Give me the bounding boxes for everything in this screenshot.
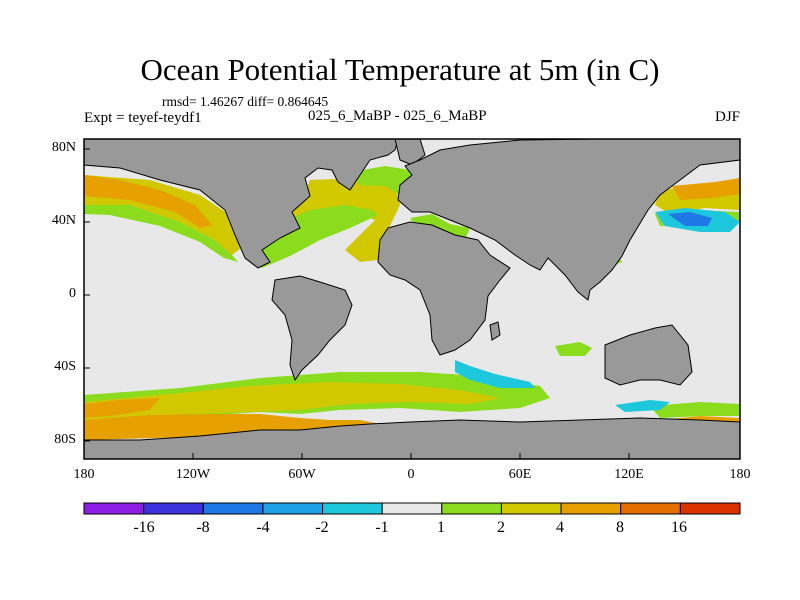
colorbar-box bbox=[83, 502, 145, 515]
colorbar-label: 1 bbox=[437, 519, 445, 536]
lon-label-0: 0 bbox=[407, 467, 415, 482]
colorbar-box bbox=[262, 502, 324, 515]
colorbar-label: -4 bbox=[256, 519, 270, 536]
anomaly-southern-8-west bbox=[84, 398, 160, 418]
land-north-america bbox=[83, 138, 399, 269]
anomaly-indian-cold bbox=[455, 360, 535, 388]
colorbar-box bbox=[500, 502, 562, 515]
colorbar-label: -16 bbox=[133, 519, 155, 536]
colorbar-label: -2 bbox=[315, 519, 329, 536]
lon-label-180w: 180 bbox=[73, 467, 95, 482]
anomaly-south-pacific-2-east bbox=[650, 402, 740, 418]
anomaly-nw-pacific-8 bbox=[672, 178, 740, 200]
anomaly-nw-pacific-cold-4 bbox=[668, 212, 712, 226]
anomaly-north-pacific-2 bbox=[84, 205, 238, 262]
lat-label-0: 0 bbox=[69, 286, 76, 301]
colorbar-box bbox=[143, 502, 204, 515]
lon-label-180e: 180 bbox=[729, 467, 751, 482]
rmsd-diff-stats: rmsd= 1.46267 diff= 0.864645 bbox=[162, 94, 329, 109]
lon-label-120w: 120W bbox=[175, 467, 211, 482]
colorbar-label: -1 bbox=[375, 519, 389, 536]
lat-label-80n: 80N bbox=[51, 140, 76, 155]
colorbar-box bbox=[620, 502, 681, 515]
land-australia bbox=[604, 324, 693, 386]
anomaly-indian-warm bbox=[555, 342, 592, 356]
experiment-label: Expt = teyef-teydf1 bbox=[84, 110, 202, 126]
colorbar-box bbox=[560, 502, 622, 515]
anomaly-north-atlantic-2 bbox=[250, 205, 378, 268]
colorbar-label: 4 bbox=[556, 519, 564, 536]
land-south-america bbox=[271, 275, 353, 382]
season-label: DJF bbox=[714, 109, 740, 125]
lon-label-60e: 60E bbox=[508, 467, 532, 482]
land-masses bbox=[83, 138, 741, 460]
map-frame bbox=[83, 138, 741, 460]
lon-label-60w: 60W bbox=[288, 467, 316, 482]
anomaly-south-cold bbox=[615, 400, 670, 412]
lon-label-120e: 120E bbox=[614, 467, 644, 482]
colorbar-label: -8 bbox=[196, 519, 210, 536]
colorbar-box bbox=[441, 502, 502, 515]
anomaly-southern-4 bbox=[84, 382, 500, 420]
anomaly-north-pacific-8 bbox=[84, 175, 212, 228]
chart-title: Ocean Potential Temperature at 5m (in C) bbox=[140, 52, 660, 87]
land-africa bbox=[377, 221, 511, 356]
colorbar-box bbox=[202, 502, 264, 515]
runs-label: 025_6_MaBP - 025_6_MaBP bbox=[308, 108, 487, 124]
axis-ticks bbox=[83, 148, 741, 459]
anomaly-fields bbox=[84, 166, 740, 440]
land-madagascar bbox=[489, 321, 501, 341]
colorbar-box bbox=[381, 502, 443, 515]
lat-label-40s: 40S bbox=[54, 359, 76, 374]
lat-label-40n: 40N bbox=[51, 213, 76, 228]
colorbar-label: 8 bbox=[616, 519, 624, 536]
lat-label-80s: 80S bbox=[54, 432, 76, 447]
colorbar-box bbox=[322, 502, 383, 515]
colorbar-box bbox=[679, 502, 741, 515]
colorbar-label: 16 bbox=[671, 519, 687, 536]
anomaly-north-atlantic-4 bbox=[255, 178, 400, 262]
colorbar bbox=[83, 502, 741, 515]
colorbar-label: 2 bbox=[497, 519, 505, 536]
